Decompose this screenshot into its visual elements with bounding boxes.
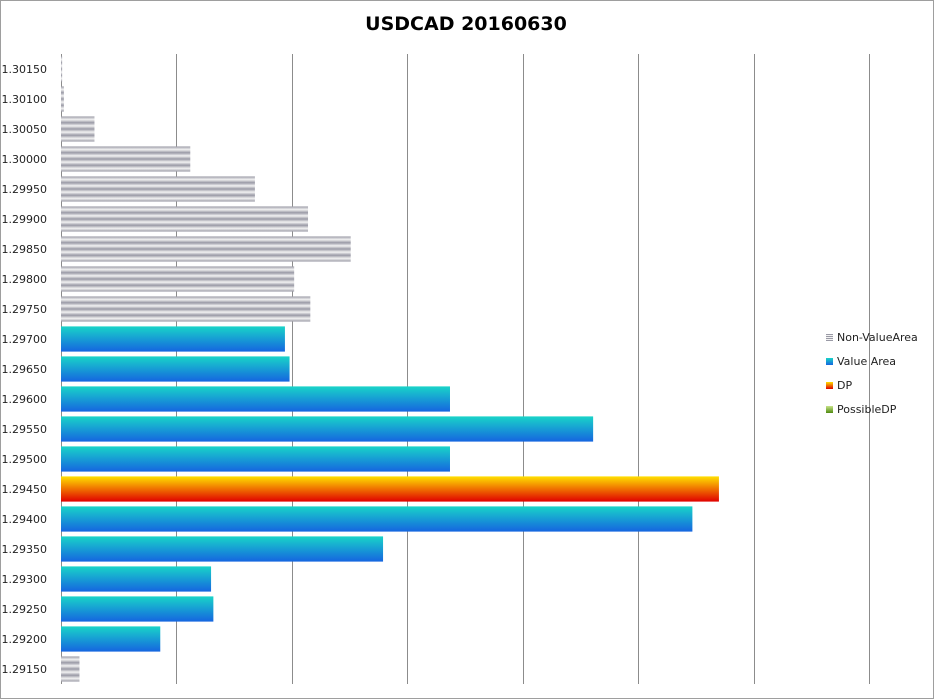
legend-label: DP	[837, 378, 853, 392]
y-tick-label: 1.30100	[2, 93, 48, 106]
bar-1.29250	[61, 596, 214, 622]
y-tick-label: 1.29800	[2, 273, 48, 286]
bar-1.29950	[61, 176, 255, 202]
bar-1.29200	[61, 626, 161, 652]
bar-1.29850	[61, 236, 351, 262]
y-tick-label: 1.29750	[2, 303, 48, 316]
bar-1.29400	[61, 506, 693, 532]
bar-1.29600	[61, 386, 450, 412]
bar-1.29900	[61, 206, 309, 232]
bar-1.29500	[61, 446, 450, 472]
legend-swatch	[826, 333, 833, 341]
y-tick-label: 1.29550	[2, 423, 48, 436]
bar-1.29650	[61, 356, 290, 382]
y-tick-label: 1.29150	[2, 663, 48, 676]
y-tick-label: 1.30050	[2, 123, 48, 136]
bar-1.29700	[61, 326, 285, 352]
y-tick-label: 1.29700	[2, 333, 48, 346]
bars	[61, 56, 719, 682]
bar-1.29150	[61, 656, 80, 682]
legend: Non-ValueArea Value Area DP PossibleDP	[826, 325, 918, 421]
y-tick-label: 1.29600	[2, 393, 48, 406]
y-tick-label: 1.30150	[2, 63, 48, 76]
y-tick-label: 1.29300	[2, 573, 48, 586]
grid-lines	[61, 54, 870, 684]
bar-1.29550	[61, 416, 594, 442]
y-tick-label: 1.29650	[2, 363, 48, 376]
legend-item: DP	[826, 373, 918, 397]
bar-1.30100	[61, 86, 64, 112]
legend-item: Non-ValueArea	[826, 325, 918, 349]
chart-title: USDCAD 20160630	[365, 13, 567, 35]
y-tick-label: 1.29250	[2, 603, 48, 616]
bar-1.29350	[61, 536, 384, 562]
legend-label: Non-ValueArea	[837, 330, 918, 344]
y-tick-label: 1.29350	[2, 543, 48, 556]
y-tick-label: 1.29950	[2, 183, 48, 196]
legend-swatch	[826, 405, 833, 413]
bar-1.29450	[61, 476, 719, 502]
legend-swatch	[826, 381, 833, 389]
legend-swatch	[826, 357, 833, 365]
y-tick-label: 1.29200	[2, 633, 48, 646]
bar-1.29300	[61, 566, 212, 592]
y-tick-labels: 1.30150 1.30100 1.30050 1.30000 1.29950 1.299…	[2, 63, 48, 676]
y-tick-label: 1.29850	[2, 243, 48, 256]
y-tick-label: 1.29450	[2, 483, 48, 496]
y-tick-label: 1.29500	[2, 453, 48, 466]
y-tick-label: 1.30000	[2, 153, 48, 166]
y-tick-label: 1.29400	[2, 513, 48, 526]
bar-1.29800	[61, 266, 295, 292]
legend-item: Value Area	[826, 349, 918, 373]
bar-1.30000	[61, 146, 191, 172]
bar-1.30050	[61, 116, 95, 142]
bar-1.30150	[61, 56, 63, 82]
legend-label: Value Area	[837, 354, 897, 368]
legend-item: PossibleDP	[826, 397, 918, 421]
bar-1.29750	[61, 296, 311, 322]
legend-label: PossibleDP	[837, 402, 897, 416]
y-tick-label: 1.29900	[2, 213, 48, 226]
